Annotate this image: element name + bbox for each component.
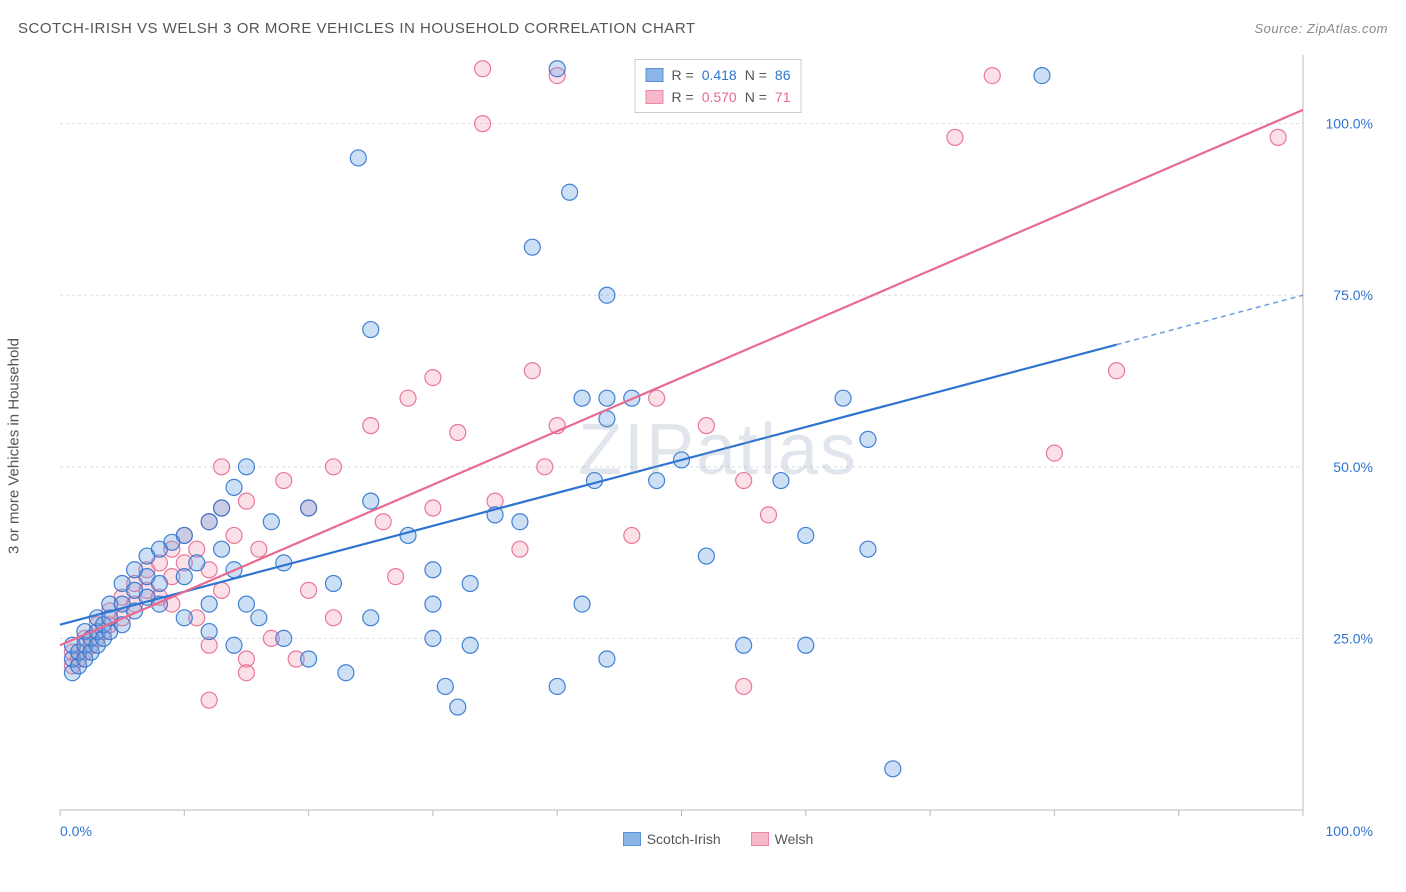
chart-plot-area: R = 0.418 N = 86 R = 0.570 N = 71 25.0% 5… [48, 55, 1388, 845]
r-value-scotch-irish: 0.418 [702, 67, 737, 83]
r-value-welsh: 0.570 [702, 89, 737, 105]
series-legend: Scotch-Irish Welsh [48, 831, 1388, 847]
y-axis-label: 3 or more Vehicles in Household [6, 338, 23, 554]
n-value-welsh: 71 [775, 89, 791, 105]
legend-label-scotch-irish: Scotch-Irish [647, 831, 721, 847]
legend-label-welsh: Welsh [775, 831, 814, 847]
r-label: R = [672, 89, 694, 105]
swatch-scotch-irish [646, 68, 664, 82]
svg-text:50.0%: 50.0% [1333, 459, 1373, 475]
scatter-svg: 25.0%50.0%75.0%100.0%0.0%100.0% [48, 55, 1388, 845]
svg-text:25.0%: 25.0% [1333, 630, 1373, 646]
n-label: N = [745, 67, 767, 83]
svg-text:75.0%: 75.0% [1333, 287, 1373, 303]
svg-text:100.0%: 100.0% [1326, 116, 1373, 132]
legend-row-scotch-irish: R = 0.418 N = 86 [646, 64, 791, 86]
n-value-scotch-irish: 86 [775, 67, 791, 83]
legend-item-scotch-irish: Scotch-Irish [623, 831, 721, 847]
swatch-welsh [646, 90, 664, 104]
correlation-legend: R = 0.418 N = 86 R = 0.570 N = 71 [635, 59, 802, 113]
chart-title: SCOTCH-IRISH VS WELSH 3 OR MORE VEHICLES… [18, 20, 696, 37]
swatch-scotch-irish [623, 832, 641, 846]
source-citation: Source: ZipAtlas.com [1254, 21, 1388, 36]
n-label: N = [745, 89, 767, 105]
legend-row-welsh: R = 0.570 N = 71 [646, 86, 791, 108]
legend-item-welsh: Welsh [751, 831, 814, 847]
r-label: R = [672, 67, 694, 83]
swatch-welsh [751, 832, 769, 846]
